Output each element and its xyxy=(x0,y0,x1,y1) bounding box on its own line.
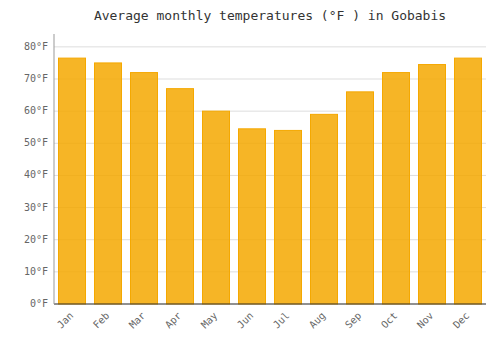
bar xyxy=(455,58,482,304)
y-tick-label: 70°F xyxy=(24,73,48,84)
y-tick-label: 0°F xyxy=(30,298,48,309)
bar xyxy=(95,63,122,304)
bar xyxy=(167,89,194,304)
y-tick-label: 80°F xyxy=(24,41,48,52)
y-tick-label: 10°F xyxy=(24,266,48,277)
y-axis-line xyxy=(54,34,55,304)
x-tick-label: Oct xyxy=(379,310,400,331)
grid-line xyxy=(54,46,486,47)
x-tick-label: Jan xyxy=(55,310,76,331)
bar xyxy=(311,114,338,304)
bar xyxy=(383,73,410,304)
bar xyxy=(59,58,86,304)
x-tick-label: Apr xyxy=(163,310,184,331)
x-tick-label: Mar xyxy=(127,310,148,331)
bar xyxy=(203,111,230,304)
x-tick-label: May xyxy=(199,310,220,331)
y-tick-label: 30°F xyxy=(24,202,48,213)
bar xyxy=(131,73,158,304)
bar xyxy=(347,92,374,304)
title: Average monthly temperatures (°F ) in Go… xyxy=(94,8,446,23)
bar xyxy=(275,130,302,304)
y-tick-label: 20°F xyxy=(24,234,48,245)
chart: Average monthly temperatures (°F ) in Go… xyxy=(0,0,500,350)
x-tick-label: Aug xyxy=(307,310,328,331)
bar xyxy=(239,129,266,304)
grid-line xyxy=(54,304,486,305)
bar xyxy=(419,65,446,304)
grid xyxy=(54,47,486,304)
x-tick-label: Dec xyxy=(451,310,472,331)
x-tick-label: Sep xyxy=(343,310,364,331)
x-tick-label: Feb xyxy=(91,310,112,331)
x-tick-label: Jun xyxy=(235,310,256,331)
x-tick-label: Nov xyxy=(415,310,436,331)
y-tick-label: 60°F xyxy=(24,105,48,116)
y-tick-label: 50°F xyxy=(24,137,48,148)
x-axis-line xyxy=(54,304,486,305)
y-tick-label: 40°F xyxy=(24,169,48,180)
x-tick-label: Jul xyxy=(271,310,292,331)
